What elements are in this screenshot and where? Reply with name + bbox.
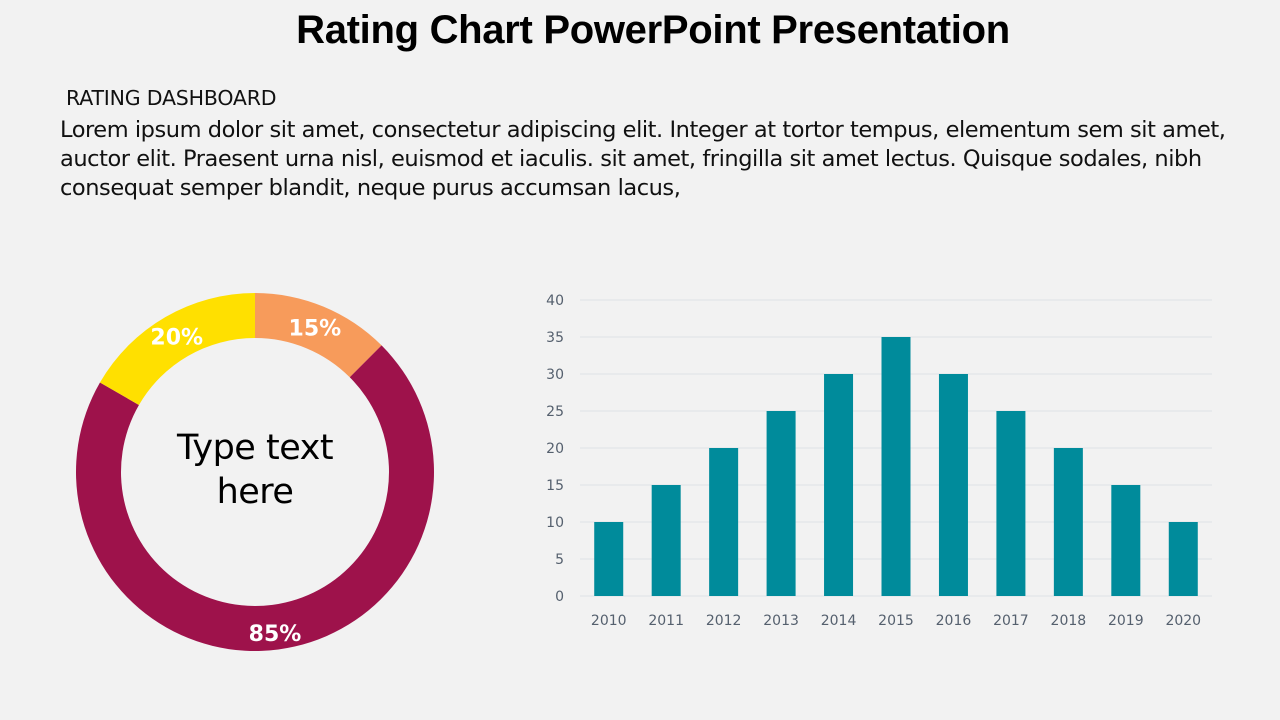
donut-chart: 15% 85% 20%	[76, 293, 434, 652]
donut-slice-15	[255, 293, 382, 378]
slide-title: Rating Chart PowerPoint Presentation	[296, 8, 1010, 52]
section-subtitle: RATING DASHBOARD	[66, 86, 277, 110]
x-tick-label: 2019	[1108, 613, 1144, 629]
y-tick-label: 5	[555, 552, 564, 568]
y-tick-label: 20	[546, 441, 564, 457]
donut-label: 20%	[150, 325, 203, 350]
bar-2020	[1168, 522, 1198, 596]
bar-2015	[881, 337, 911, 596]
x-tick-label: 2011	[648, 613, 684, 629]
bar-2017	[996, 411, 1026, 596]
bar-2016	[938, 374, 968, 596]
bar-2013	[766, 411, 796, 596]
x-tick-label: 2012	[706, 613, 742, 629]
bar-2014	[824, 374, 854, 596]
donut-slice-85	[76, 345, 434, 652]
y-tick-label: 35	[546, 330, 564, 346]
bar-2018	[1053, 448, 1083, 596]
x-tick-label: 2010	[591, 613, 627, 629]
donut-center-text: Type text here	[176, 428, 334, 512]
bar-2010	[594, 522, 624, 596]
y-tick-label: 25	[546, 404, 564, 420]
x-tick-label: 2020	[1165, 613, 1201, 629]
donut-slice-20	[99, 293, 256, 405]
donut-label: 15%	[289, 316, 342, 341]
body-paragraph: Lorem ipsum dolor sit amet, consectetur …	[60, 117, 1226, 201]
y-tick-label: 10	[546, 515, 564, 531]
x-tick-label: 2015	[878, 613, 914, 629]
y-tick-label: 30	[546, 367, 564, 383]
y-tick-label: 40	[546, 293, 564, 309]
x-tick-label: 2017	[993, 613, 1029, 629]
y-tick-label: 0	[555, 589, 564, 605]
x-tick-label: 2016	[936, 613, 972, 629]
bar-2012	[709, 448, 739, 596]
x-tick-label: 2013	[763, 613, 799, 629]
y-tick-label: 15	[546, 478, 564, 494]
x-tick-label: 2014	[821, 613, 857, 629]
x-tick-label: 2018	[1051, 613, 1087, 629]
bar-2011	[651, 485, 681, 596]
donut-label: 85%	[249, 622, 302, 647]
bar-2019	[1111, 485, 1141, 596]
